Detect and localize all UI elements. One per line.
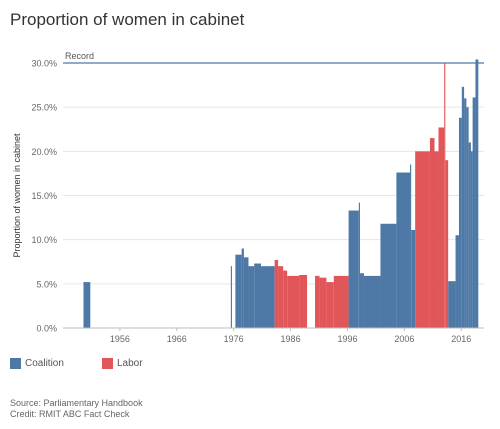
- bar-coalition[interactable]: [380, 223, 397, 328]
- bar-coalition[interactable]: [448, 281, 456, 328]
- bar-labor[interactable]: [445, 160, 449, 328]
- chart-title: Proportion of women in cabinet: [10, 10, 245, 29]
- bar-coalition[interactable]: [241, 248, 244, 329]
- y-tick-label: 5.0%: [36, 279, 57, 289]
- bar-labor[interactable]: [278, 266, 284, 328]
- bar-labor[interactable]: [438, 127, 445, 328]
- bar-labor[interactable]: [319, 277, 327, 328]
- bar-coalition[interactable]: [464, 98, 467, 328]
- bar-labor[interactable]: [333, 275, 349, 328]
- x-tick-label: 1996: [337, 334, 357, 344]
- legend-swatch-labor: [102, 358, 113, 369]
- credit-text: Credit: RMIT ABC Fact Check: [10, 409, 130, 419]
- bar-coalition[interactable]: [466, 107, 469, 328]
- bar-coalition[interactable]: [396, 172, 411, 328]
- bar-coalition[interactable]: [248, 266, 255, 328]
- x-tick-label: 2016: [451, 334, 471, 344]
- bar-labor[interactable]: [287, 275, 300, 328]
- bar-labor[interactable]: [315, 275, 320, 328]
- bar-labor[interactable]: [326, 282, 334, 328]
- record-label: Record: [65, 51, 94, 61]
- bars: [83, 59, 479, 329]
- y-tick-label: 25.0%: [31, 103, 57, 113]
- bar-coalition[interactable]: [410, 164, 412, 328]
- bar-coalition[interactable]: [235, 254, 242, 328]
- y-tick-label: 30.0%: [31, 59, 57, 69]
- bar-coalition[interactable]: [455, 235, 459, 328]
- bar-coalition[interactable]: [348, 210, 359, 328]
- bar-coalition[interactable]: [363, 275, 381, 328]
- bar-labor[interactable]: [299, 275, 308, 328]
- source-text: Source: Parliamentary Handbook: [10, 398, 143, 408]
- bar-coalition[interactable]: [470, 151, 473, 328]
- legend-swatch-coalition: [10, 358, 21, 369]
- x-tick-label: 2006: [394, 334, 414, 344]
- x-tick-label: 1976: [224, 334, 244, 344]
- bar-labor[interactable]: [434, 151, 439, 328]
- x-tick-label: 1986: [281, 334, 301, 344]
- y-axis-label: Proportion of women in cabinet: [12, 133, 22, 258]
- legend-label-labor: Labor: [117, 358, 143, 369]
- bar-coalition[interactable]: [83, 282, 91, 328]
- x-tick-label: 1956: [110, 334, 130, 344]
- bar-coalition[interactable]: [472, 97, 476, 328]
- bar-coalition[interactable]: [358, 202, 360, 328]
- bar-coalition[interactable]: [260, 266, 275, 328]
- bar-coalition[interactable]: [461, 86, 465, 328]
- bar-coalition[interactable]: [475, 59, 479, 328]
- bar-coalition[interactable]: [254, 263, 261, 328]
- record-line-group: Record: [63, 51, 484, 64]
- bar-coalition[interactable]: [411, 229, 416, 328]
- bar-labor[interactable]: [283, 270, 288, 328]
- bar-labor[interactable]: [444, 63, 446, 328]
- axes: 0.0% 5.0% 10.0% 15.0% 20.0% 25.0% 30.0% 1956 196…: [12, 59, 484, 344]
- bar-coalition[interactable]: [243, 257, 249, 328]
- y-tick-label: 20.0%: [31, 147, 57, 157]
- legend-label-coalition: Coalition: [25, 358, 64, 369]
- bar-labor[interactable]: [429, 138, 435, 328]
- y-tick-label: 10.0%: [31, 235, 57, 245]
- bar-coalition[interactable]: [230, 266, 232, 328]
- bar-labor[interactable]: [415, 151, 430, 328]
- y-tick-label: 15.0%: [31, 191, 57, 201]
- bar-coalition[interactable]: [468, 142, 471, 329]
- bar-coalition[interactable]: [458, 117, 462, 329]
- y-tick-label: 0.0%: [36, 324, 57, 334]
- footer: Source: Parliamentary Handbook Credit: R…: [10, 398, 143, 420]
- bar-coalition[interactable]: [359, 273, 364, 328]
- bar-labor[interactable]: [274, 259, 279, 328]
- x-tick-label: 1966: [167, 334, 187, 344]
